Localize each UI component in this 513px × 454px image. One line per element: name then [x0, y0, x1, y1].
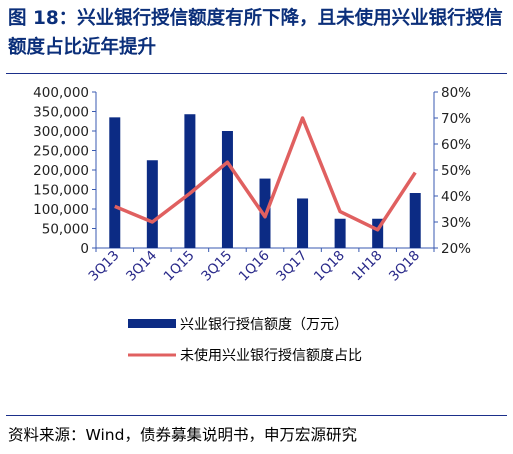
line-series [114, 116, 417, 232]
y-left-tick-label: 100,000 [33, 202, 89, 218]
y-right-tick-label: 20% [441, 241, 471, 257]
bar-3Q17 [297, 198, 309, 248]
x-tick-label: 1Q15 [161, 248, 198, 285]
y-right-tick-label: 70% [441, 111, 471, 127]
x-tick-label: 3Q15 [198, 248, 235, 285]
x-tick-label: 1H18 [349, 248, 386, 285]
chart-title: 图 18：兴业银行授信额度有所下降，且未使用兴业银行授信额度占比近年提升 [8, 8, 503, 58]
y-right-tick-label: 60% [441, 137, 471, 153]
x-tick-label: 1Q16 [236, 248, 273, 285]
bar-3Q13 [109, 117, 121, 248]
y-left-tick-label: 250,000 [33, 144, 89, 160]
x-tick-label: 3Q17 [273, 248, 310, 285]
x-tick-label: 3Q13 [86, 248, 123, 285]
legend: 兴业银行授信额度（万元） 未使用兴业银行授信额度占比 [128, 317, 362, 364]
y-left-tick-label: 0 [80, 241, 89, 257]
y-left-tick-label: 400,000 [33, 85, 89, 101]
x-tick-label: 3Q18 [386, 248, 423, 285]
bar-1Q15 [184, 114, 196, 248]
y-right-tick-label: 40% [441, 189, 471, 205]
y-left-tick-label: 50,000 [42, 222, 89, 238]
bar-3Q18 [409, 193, 421, 248]
legend-label-line: 未使用兴业银行授信额度占比 [180, 347, 362, 364]
y-left-tick-label: 200,000 [33, 163, 89, 179]
legend-label-bar: 兴业银行授信额度（万元） [180, 317, 348, 333]
y-left-tick-label: 350,000 [33, 105, 89, 121]
source-note: 资料来源：Wind，债券募集说明书，申万宏源研究 [8, 426, 357, 444]
x-tick-label: 1Q18 [311, 248, 348, 285]
legend-swatch-bar [128, 319, 176, 328]
y-right-tick-label: 30% [441, 215, 471, 231]
ratio-line [114, 116, 417, 232]
y-left-tick-label: 150,000 [33, 183, 89, 199]
bar-1H18 [372, 218, 384, 248]
bar-3Q15 [221, 131, 233, 248]
bar-1Q18 [334, 218, 346, 248]
bar-3Q14 [146, 160, 158, 248]
y-right-tick-label: 50% [441, 163, 471, 179]
title-divider [6, 73, 507, 74]
source-divider [6, 415, 507, 416]
x-tick-label: 3Q14 [123, 248, 160, 285]
y-right-tick-label: 80% [441, 85, 471, 101]
y-left-tick-label: 300,000 [33, 124, 89, 140]
